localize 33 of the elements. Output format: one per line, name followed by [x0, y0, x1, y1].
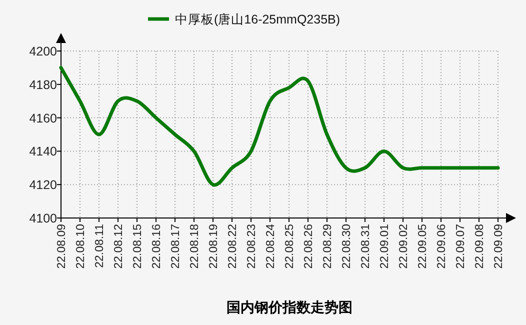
x-tick-label: 22.08.17	[170, 224, 182, 269]
x-tick-label: 22.09.09	[493, 224, 505, 269]
x-tick-label: 22.09.02	[398, 224, 410, 269]
x-tick-label: 22.09.06	[436, 224, 448, 269]
x-tick-label: 22.08.09	[56, 224, 68, 269]
y-tick-label: 4180	[29, 78, 58, 92]
x-tick-label: 22.08.25	[284, 224, 296, 269]
y-tick-label: 4100	[29, 212, 58, 226]
x-tick-label: 22.08.22	[227, 224, 239, 269]
text: 国内钢价指数走势图	[226, 299, 352, 315]
x-tick-label: 22.08.24	[265, 223, 277, 269]
y-tick-label: 4200	[29, 44, 58, 58]
x-tick-label: 22.09.08	[474, 224, 486, 269]
x-tick-label: 22.08.31	[360, 224, 372, 269]
x-tick-label: 22.08.15	[132, 224, 144, 269]
x-tick-label: 22.08.26	[303, 224, 315, 269]
y-tick-label: 4120	[29, 178, 58, 192]
x-tick-label: 22.09.05	[417, 224, 429, 269]
x-tick-label: 22.08.30	[341, 224, 353, 269]
x-tick-label: 22.09.07	[455, 224, 467, 269]
x-tick-label: 22.08.12	[113, 224, 125, 269]
x-tick-label: 22.09.01	[379, 224, 391, 269]
legend-label: 中厚板(唐山16-25mmQ235B)	[175, 12, 340, 26]
y-tick-label: 4140	[29, 144, 58, 159]
x-tick-label: 22.08.11	[94, 224, 106, 268]
x-tick-label: 22.08.23	[246, 224, 258, 269]
x-tick-label: 22.08.16	[151, 224, 163, 269]
line-series	[59, 66, 500, 187]
x-tick-label: 22.08.29	[322, 224, 334, 269]
x-tick-label: 22.08.10	[75, 224, 87, 269]
y-tick-label: 4160	[29, 111, 58, 126]
x-tick-label: 22.08.18	[189, 224, 201, 269]
x-tick-label: 22.08.19	[208, 224, 220, 269]
